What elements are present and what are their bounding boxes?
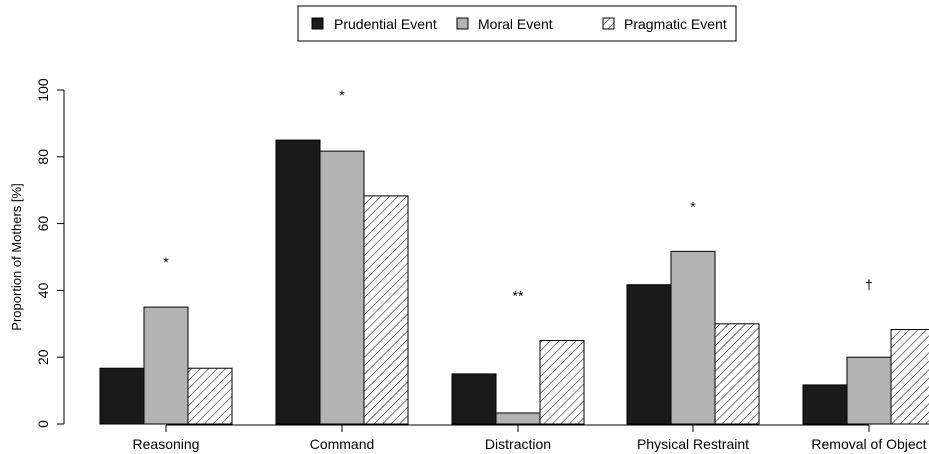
y-tick-label: 40 xyxy=(35,282,51,298)
significance-marker: * xyxy=(690,198,696,214)
bar-reasoning-prudential-event xyxy=(99,367,145,425)
significance-marker: † xyxy=(865,276,873,292)
legend: Prudential Event Moral Event Pragmatic Eve… xyxy=(297,5,737,42)
y-tick-label: 80 xyxy=(35,149,51,165)
legend-entry: Moral Event xyxy=(478,16,553,32)
y-tick-label: 60 xyxy=(35,216,51,232)
legend-entry: Pragmatic Event xyxy=(624,16,727,32)
y-tick-label: 20 xyxy=(35,349,51,365)
bar-distraction-pragmatic-event xyxy=(539,340,585,425)
legend-swatch xyxy=(456,17,469,30)
bar-distraction-prudential-event xyxy=(451,373,497,425)
legend-swatch xyxy=(602,17,615,30)
x-tick-label: Physical Restraint xyxy=(637,436,749,452)
x-tick-label: Reasoning xyxy=(133,436,200,452)
x-axis: Reasoning Command Distraction Physical Rest… xyxy=(133,424,927,452)
significance-marker: * xyxy=(163,254,169,270)
bar-command-prudential-event xyxy=(275,139,321,425)
bar-removal-of-object-prudential-event xyxy=(802,384,848,425)
bar-removal-of-object-pragmatic-event xyxy=(890,328,929,425)
y-axis: 0 20 40 60 80 100 xyxy=(35,78,65,428)
bar-reasoning-moral-event xyxy=(143,306,189,425)
bar-command-moral-event xyxy=(319,150,365,425)
x-tick-label: Removal of Object xyxy=(811,436,926,452)
significance-markers: *****† xyxy=(163,87,873,303)
legend-swatch xyxy=(311,17,324,30)
x-tick-label: Command xyxy=(310,436,375,452)
bar-physical-restraint-moral-event xyxy=(670,250,716,425)
bar-physical-restraint-pragmatic-event xyxy=(714,323,760,425)
bar-reasoning-pragmatic-event xyxy=(187,367,233,425)
x-tick-label: Distraction xyxy=(485,436,551,452)
bar-command-pragmatic-event xyxy=(363,195,409,425)
bar-physical-restraint-prudential-event xyxy=(626,284,672,425)
significance-marker: ** xyxy=(513,288,524,304)
y-tick-label: 0 xyxy=(35,420,51,428)
bar-distraction-moral-event xyxy=(495,412,541,425)
y-tick-label: 100 xyxy=(35,78,51,102)
legend-box xyxy=(297,5,737,42)
legend-entry: Prudential Event xyxy=(334,16,437,32)
significance-marker: * xyxy=(339,87,345,103)
y-axis-label: Proportion of Mothers [%] xyxy=(9,183,24,330)
bar-removal-of-object-moral-event xyxy=(846,356,892,425)
bars xyxy=(99,139,929,425)
